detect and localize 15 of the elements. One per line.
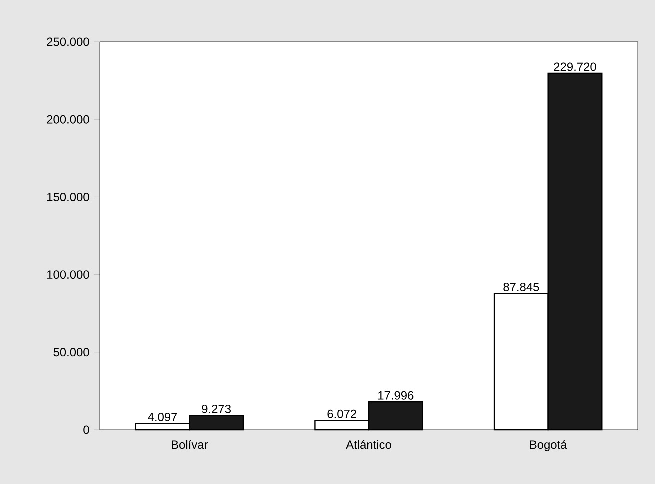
y-tick-label: 250.000 bbox=[47, 38, 90, 46]
y-tick-label: 100.000 bbox=[48, 270, 90, 280]
data-label: 17.996 bbox=[378, 391, 414, 400]
y-tick-label: 0 bbox=[84, 426, 90, 434]
data-label: 6.072 bbox=[328, 410, 356, 418]
x-tick-label: Bolívar bbox=[172, 440, 208, 450]
data-label: 9.273 bbox=[202, 404, 231, 414]
x-tick-label: Atlántico bbox=[346, 440, 392, 450]
y-tick-label: 50.000 bbox=[54, 348, 90, 357]
data-label: 4.097 bbox=[148, 412, 178, 422]
data-label: 229.720 bbox=[554, 62, 596, 72]
y-tick-label: 150.000 bbox=[48, 192, 90, 202]
y-tick-label: 200.000 bbox=[47, 115, 90, 124]
data-label: 87.845 bbox=[504, 283, 540, 292]
x-tick-label: Bogotá bbox=[530, 440, 568, 452]
